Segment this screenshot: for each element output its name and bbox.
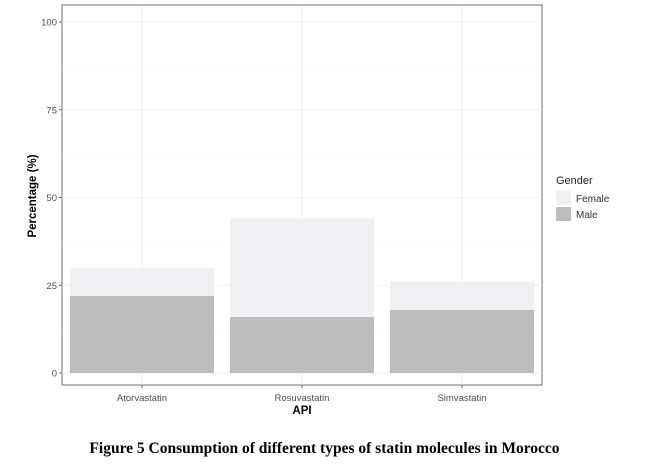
y-tick-label: 25 bbox=[46, 281, 57, 292]
x-tick-label: Simvastatin bbox=[437, 393, 486, 404]
y-tick-label: 75 bbox=[46, 105, 57, 116]
y-tick-label: 100 bbox=[41, 18, 57, 29]
x-axis-label: API bbox=[292, 405, 311, 417]
x-tick-label: Atorvastatin bbox=[117, 393, 167, 404]
y-tick-label: 0 bbox=[52, 369, 57, 380]
bar-male-simvastatin bbox=[390, 309, 534, 373]
bar-male-rosuvastatin bbox=[230, 316, 374, 373]
bar-male-atorvastatin bbox=[70, 295, 214, 373]
y-ticks: 0 25 50 75 100 bbox=[41, 18, 62, 380]
y-tick-label: 50 bbox=[46, 193, 57, 204]
bar-female-simvastatin bbox=[390, 281, 534, 310]
y-axis-label: Percentage (%) bbox=[27, 154, 39, 237]
bar-female-rosuvastatin bbox=[230, 218, 374, 317]
x-ticks: Atorvastatin Rosuvastatin Simvastatin bbox=[117, 385, 487, 404]
legend-label-female: Female bbox=[576, 194, 610, 205]
bar-female-atorvastatin bbox=[70, 267, 214, 296]
legend-key-male bbox=[556, 207, 571, 221]
figure-caption: Figure 5 Consumption of different types … bbox=[89, 440, 560, 457]
legend-title: Gender bbox=[556, 175, 593, 187]
legend: Gender Female Male bbox=[556, 175, 610, 221]
legend-key-female bbox=[556, 191, 571, 205]
bars-layer bbox=[70, 218, 534, 373]
x-tick-label: Rosuvastatin bbox=[275, 393, 330, 404]
legend-label-male: Male bbox=[576, 210, 598, 221]
